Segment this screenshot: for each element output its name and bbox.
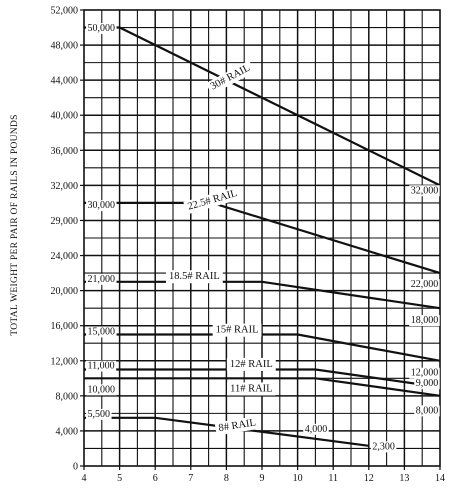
x-tick-label: 10 xyxy=(293,473,303,484)
y-tick-label: 8,000 xyxy=(56,391,79,402)
series-label: 15# RAIL xyxy=(216,325,259,336)
value-annotation-group: 18,000 xyxy=(409,315,440,327)
value-annotation: 18,000 xyxy=(411,315,439,326)
value-annotation: 4,000 xyxy=(305,424,328,435)
series-label-group: 18.5# RAIL xyxy=(165,270,223,284)
y-tick-label: 4,000 xyxy=(56,426,79,437)
value-annotation-group: 11,000 xyxy=(86,360,117,372)
value-annotation-group: 32,000 xyxy=(409,185,440,197)
value-annotation-group: 30,000 xyxy=(86,200,117,212)
x-tick-label: 4 xyxy=(82,473,87,484)
x-tick-label: 7 xyxy=(188,473,193,484)
value-annotation-group: 4,000 xyxy=(303,423,329,435)
value-annotation-bg xyxy=(303,423,329,435)
value-annotation-group: 12,000 xyxy=(409,367,440,379)
value-annotation-bg xyxy=(86,200,117,212)
y-tick-label: 32,000 xyxy=(51,181,79,192)
y-tick-label: 16,000 xyxy=(51,321,79,332)
value-annotation: 12,000 xyxy=(411,368,439,379)
series-label: 11# RAIL xyxy=(230,383,272,394)
value-annotation-group: 21,000 xyxy=(86,273,117,285)
x-tick-label: 14 xyxy=(435,473,445,484)
value-annotation-group: 5,500 xyxy=(86,408,112,420)
value-annotation-bg xyxy=(86,384,117,396)
value-annotation-bg xyxy=(409,185,440,197)
value-annotation: 15,000 xyxy=(88,326,116,337)
value-annotation-group: 10,000 xyxy=(86,384,117,396)
series-label-group: 8# RAIL xyxy=(214,415,260,436)
series-line xyxy=(84,377,441,397)
value-annotation: 11,000 xyxy=(88,361,115,372)
value-annotation-bg xyxy=(86,360,117,372)
y-tick-label: 52,000 xyxy=(51,6,79,17)
x-tick-label: 11 xyxy=(328,473,338,484)
value-annotation-group: 8,000 xyxy=(414,405,440,417)
series-label: 12# RAIL xyxy=(230,359,273,370)
value-annotation: 10,000 xyxy=(88,384,116,395)
value-annotation: 22,000 xyxy=(411,279,439,290)
y-tick-label: 24,000 xyxy=(51,251,79,262)
y-axis-ticks: 0 4,000 8,000 12,000 16,000 20,000 24,000 29,00… xyxy=(51,6,84,473)
series-label-bg xyxy=(214,415,260,436)
series-label-bg xyxy=(226,357,276,371)
y-tick-label: 48,000 xyxy=(51,41,79,52)
y-tick-label: 44,000 xyxy=(51,76,79,87)
value-annotation: 32,000 xyxy=(411,185,439,196)
value-annotation-bg xyxy=(409,279,440,291)
series-label-bg xyxy=(183,186,242,215)
x-axis-ticks: 4 5 6 7 8 9 10 11 12 13 14 xyxy=(82,466,445,484)
y-axis-label: TOTAL WEIGHT PER PAIR OF RAILS IN POUNDS xyxy=(10,114,20,335)
value-annotation-group: 2,300 xyxy=(370,441,397,453)
value-annotation-bg xyxy=(414,405,440,417)
value-annotation-bg xyxy=(86,408,112,420)
value-annotation-bg xyxy=(409,367,440,379)
x-tick-label: 5 xyxy=(117,473,122,484)
y-tick-label: 40,000 xyxy=(51,111,79,122)
value-annotation-bg xyxy=(370,441,397,453)
value-annotation: 5,500 xyxy=(88,409,111,420)
series-label-bg xyxy=(212,323,262,337)
value-annotation-group: 50,000 xyxy=(86,23,117,35)
series-label-bg xyxy=(165,270,223,284)
value-annotation-group: 22,000 xyxy=(409,279,440,291)
series-label-bg xyxy=(205,60,256,95)
series-label: 30# RAIL xyxy=(209,63,252,93)
value-annotation-bg xyxy=(86,273,117,285)
value-annotation: 30,000 xyxy=(88,200,116,211)
series-line xyxy=(84,368,441,389)
x-tick-label: 13 xyxy=(399,473,409,484)
y-tick-label: 12,000 xyxy=(51,356,79,367)
value-annotation-group: 15,000 xyxy=(86,326,117,338)
value-annotation: 50,000 xyxy=(88,23,116,34)
series-line xyxy=(84,333,441,362)
series-label-group: 15# RAIL xyxy=(212,323,262,337)
series-label-group: 12# RAIL xyxy=(226,357,276,371)
series-label-bg xyxy=(227,382,276,396)
y-tick-label: 36,000 xyxy=(51,146,79,157)
value-annotations: 50,000 32,000 30,000 22,000 21,000 18,000 15,0… xyxy=(86,23,440,453)
value-annotation: 8,000 xyxy=(416,405,439,416)
x-tick-label: 9 xyxy=(260,473,265,484)
x-tick-label: 12 xyxy=(364,473,374,484)
series-label-group: 11# RAIL xyxy=(227,382,276,396)
value-annotation-group: 9,000 xyxy=(414,378,440,390)
value-annotation-bg xyxy=(86,23,117,35)
series-label: 18.5# RAIL xyxy=(169,271,220,282)
x-tick-label: 6 xyxy=(153,473,158,484)
y-tick-label: 0 xyxy=(73,462,78,473)
series-line xyxy=(84,280,441,310)
value-annotation-bg xyxy=(409,315,440,327)
y-tick-label: 20,000 xyxy=(51,286,79,297)
value-annotation-bg xyxy=(414,378,440,390)
value-annotation: 2,300 xyxy=(372,441,395,452)
value-annotation: 21,000 xyxy=(88,274,116,285)
x-tick-label: 8 xyxy=(224,473,229,484)
value-annotation-bg xyxy=(86,326,117,338)
value-annotation: 9,000 xyxy=(416,378,439,389)
y-tick-label: 29,000 xyxy=(51,216,79,227)
